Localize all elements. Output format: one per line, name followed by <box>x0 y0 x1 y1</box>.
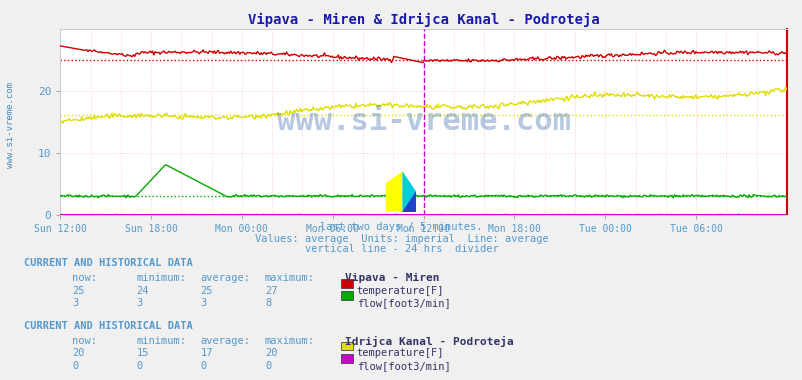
Text: now:: now: <box>72 273 97 283</box>
Text: 15: 15 <box>136 348 149 358</box>
Text: temperature[F]: temperature[F] <box>356 286 444 296</box>
Text: 0: 0 <box>265 361 271 370</box>
Text: vertical line - 24 hrs  divider: vertical line - 24 hrs divider <box>304 244 498 254</box>
Text: CURRENT AND HISTORICAL DATA: CURRENT AND HISTORICAL DATA <box>24 258 192 268</box>
Text: maximum:: maximum: <box>265 273 314 283</box>
Text: Vipava - Miren: Vipava - Miren <box>345 273 439 283</box>
Polygon shape <box>402 192 415 212</box>
Text: Values: average  Units: imperial  Line: average: Values: average Units: imperial Line: av… <box>254 234 548 244</box>
Polygon shape <box>402 171 415 212</box>
Text: 0: 0 <box>200 361 207 370</box>
Text: 8: 8 <box>265 298 271 308</box>
Text: www.si-vreme.com: www.si-vreme.com <box>276 107 570 136</box>
Text: 24: 24 <box>136 286 149 296</box>
Text: 17: 17 <box>200 348 213 358</box>
Text: temperature[F]: temperature[F] <box>356 348 444 358</box>
Text: 0: 0 <box>136 361 143 370</box>
Text: 27: 27 <box>265 286 277 296</box>
Text: 0: 0 <box>72 361 79 370</box>
Text: 3: 3 <box>72 298 79 308</box>
Text: Idrijca Kanal - Podroteja: Idrijca Kanal - Podroteja <box>345 336 513 347</box>
Text: last two days / 5 minutes.: last two days / 5 minutes. <box>320 222 482 232</box>
Polygon shape <box>385 171 402 212</box>
Text: 25: 25 <box>72 286 85 296</box>
Text: 3: 3 <box>136 298 143 308</box>
Text: average:: average: <box>200 273 250 283</box>
Text: minimum:: minimum: <box>136 336 186 345</box>
Text: maximum:: maximum: <box>265 336 314 345</box>
Text: www.si-vreme.com: www.si-vreme.com <box>6 82 15 168</box>
Text: flow[foot3/min]: flow[foot3/min] <box>356 361 450 370</box>
Text: 20: 20 <box>265 348 277 358</box>
Text: 25: 25 <box>200 286 213 296</box>
Text: CURRENT AND HISTORICAL DATA: CURRENT AND HISTORICAL DATA <box>24 321 192 331</box>
Text: 3: 3 <box>200 298 207 308</box>
Text: 20: 20 <box>72 348 85 358</box>
Text: flow[foot3/min]: flow[foot3/min] <box>356 298 450 308</box>
Title: Vipava - Miren & Idrijca Kanal - Podroteja: Vipava - Miren & Idrijca Kanal - Podrote… <box>247 13 599 27</box>
Text: minimum:: minimum: <box>136 273 186 283</box>
Text: average:: average: <box>200 336 250 345</box>
Text: now:: now: <box>72 336 97 345</box>
